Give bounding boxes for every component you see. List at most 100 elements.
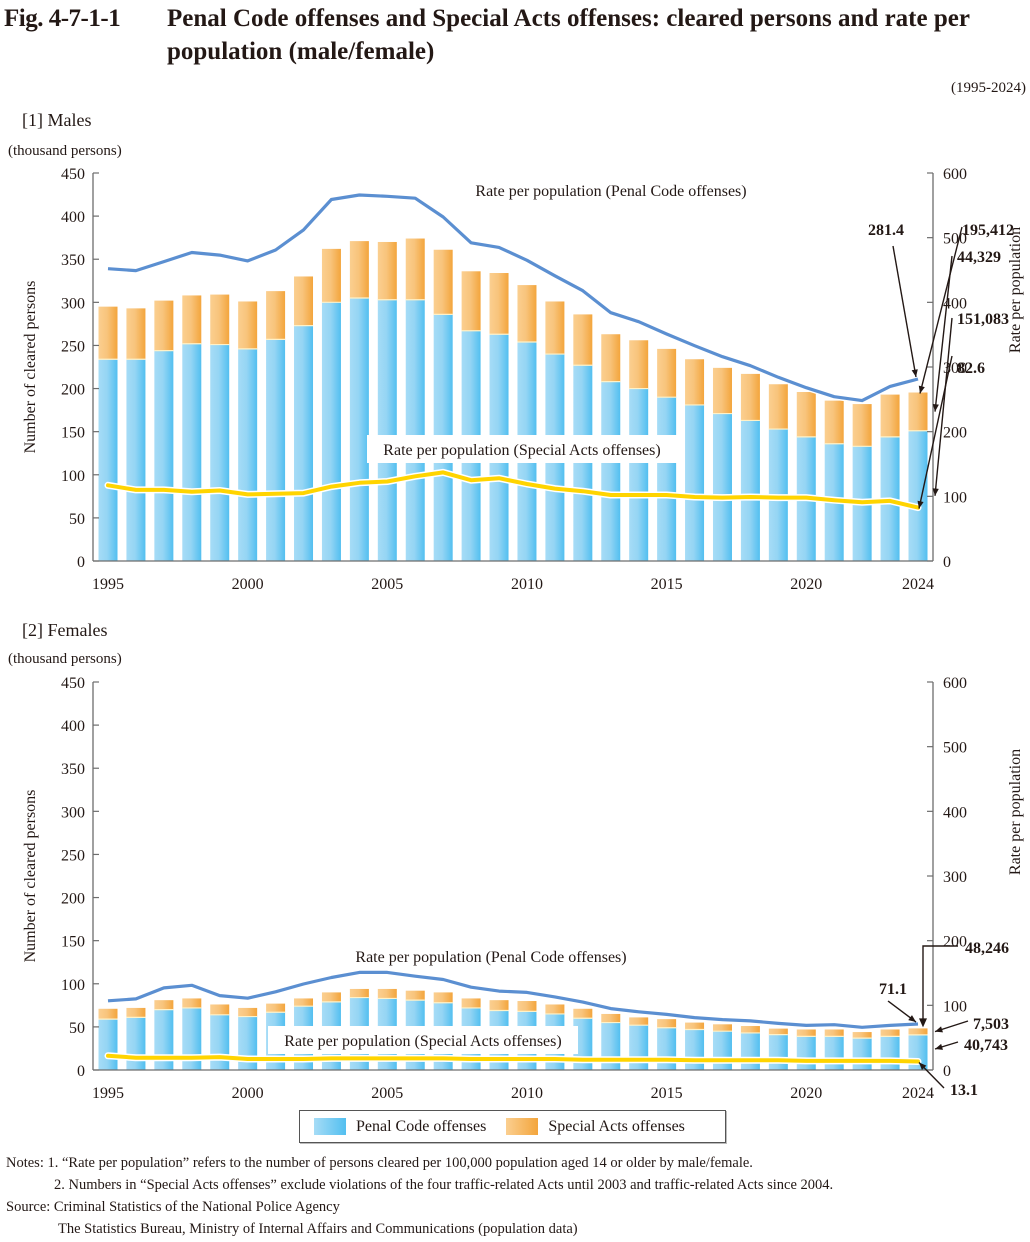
bar-penal-1998 — [182, 343, 202, 561]
arrow-total-head — [919, 1018, 927, 1028]
x-tick-label-2015: 2015 — [651, 1085, 683, 1102]
special-rate-line-label: Rate per population (Special Acts offens… — [284, 1033, 561, 1050]
x-tick-label-2015: 2015 — [651, 576, 683, 593]
left-tick-label-200: 200 — [61, 382, 85, 399]
bar-special-2019 — [768, 384, 788, 430]
left-tick-label-150: 150 — [61, 934, 85, 951]
left-tick-label-100: 100 — [61, 977, 85, 994]
bar-special-2012 — [573, 1008, 593, 1019]
penal-rate-line-halo — [107, 192, 919, 404]
bar-special-2004 — [349, 241, 369, 299]
penal-rate-line — [107, 193, 919, 403]
right-tick-label-500: 500 — [943, 740, 967, 757]
bar-penal-2013 — [601, 381, 621, 561]
bar-special-2000 — [238, 301, 258, 349]
x-tick-label-1995: 1995 — [92, 576, 124, 593]
bar-penal-2000 — [238, 348, 258, 561]
bar-special-1996 — [126, 1007, 146, 1018]
x-tick-label-2020: 2020 — [790, 576, 822, 593]
legend-label-special: Special Acts offenses — [548, 1117, 685, 1135]
arrow-total — [919, 226, 963, 394]
females-chart: Rate per population (Penal Code offenses… — [22, 675, 1024, 1102]
bar-special-2003 — [321, 248, 341, 303]
right-tick-label-100: 100 — [943, 998, 967, 1015]
legend-swatch-special — [506, 1118, 539, 1135]
bar-penal-1995 — [98, 359, 118, 561]
left-tick-label-50: 50 — [69, 511, 85, 528]
bar-special-2015 — [657, 1019, 677, 1028]
left-tick-label-0: 0 — [77, 554, 85, 571]
males-unit-label: (thousand persons) — [8, 143, 122, 159]
x-tick-label-1995: 1995 — [92, 1085, 124, 1102]
bar-penal-2018 — [740, 1032, 760, 1070]
special-rate-label-bg — [367, 435, 677, 463]
bar-special-2021 — [824, 1029, 844, 1037]
bar-special-1997 — [154, 300, 174, 351]
bar-special-2019 — [768, 1028, 788, 1035]
x-tick-label-2005: 2005 — [371, 576, 403, 593]
annotation-penal: 40,743 — [964, 1037, 1008, 1054]
arrow-special-rate-head — [919, 1062, 927, 1070]
bar-special-2007 — [433, 249, 453, 315]
annotation-special-rate: 13.1 — [950, 1082, 978, 1099]
bar-special-2016 — [685, 359, 705, 405]
arrow-special-rate-head — [917, 500, 924, 509]
bar-penal-2022 — [852, 1038, 872, 1070]
bar-special-2015 — [657, 348, 677, 398]
annotation-penal-rate: 71.1 — [879, 981, 907, 998]
bar-penal-2005 — [377, 299, 397, 561]
x-tick-label-2024: 2024 — [902, 1085, 934, 1102]
source-1: Source: Criminal Statistics of the Natio… — [6, 1199, 340, 1215]
bar-special-2008 — [461, 998, 481, 1008]
x-tick-label-2024: 2024 — [902, 576, 934, 593]
annotation-penal: 151,083 — [957, 311, 1009, 328]
bar-special-1996 — [126, 308, 146, 360]
bar-penal-2016 — [685, 1029, 705, 1070]
bar-special-2014 — [629, 340, 649, 389]
males-panel-label: [1] Males — [22, 110, 92, 130]
bar-special-1999 — [210, 1004, 230, 1015]
bar-penal-2021 — [824, 1036, 844, 1070]
y2-axis-title: Rate per population — [1007, 227, 1024, 353]
arrow-special-head — [935, 1026, 943, 1033]
bar-special-2001 — [266, 1003, 286, 1013]
bar-penal-1996 — [126, 1017, 146, 1070]
left-tick-label-150: 150 — [61, 425, 85, 442]
notes: Notes: 1. “Rate per population” refers t… — [6, 1152, 833, 1240]
annotation-total: 195,412 — [962, 222, 1014, 239]
bar-special-2002 — [294, 998, 314, 1007]
bar-penal-2018 — [740, 420, 760, 561]
bar-special-1997 — [154, 1000, 174, 1010]
left-tick-label-250: 250 — [61, 847, 85, 864]
y-axis-title: Number of cleared persons — [22, 281, 39, 454]
bar-penal-2015 — [657, 1027, 677, 1070]
annotation-total: 48,246 — [965, 940, 1009, 957]
females-panel-label: [2] Females — [22, 620, 108, 640]
bar-penal-2014 — [629, 1025, 649, 1070]
rate-points — [107, 972, 919, 1062]
arrow-penal-rate-head — [911, 369, 918, 378]
rate-points — [107, 194, 919, 508]
left-tick-label-0: 0 — [77, 1063, 85, 1080]
bar-special-2004 — [349, 988, 369, 998]
arrow-penal-rate-head — [908, 1015, 916, 1023]
right-tick-label-400: 400 — [943, 804, 967, 821]
bar-penal-1995 — [98, 1019, 118, 1070]
left-tick-label-250: 250 — [61, 338, 85, 355]
bar-special-2005 — [377, 988, 397, 999]
bar-special-2000 — [238, 1007, 258, 1017]
bar-special-2023 — [880, 1029, 900, 1037]
bar-penal-2015 — [657, 397, 677, 561]
arrow-penal — [934, 317, 953, 496]
left-tick-label-350: 350 — [61, 761, 85, 778]
bar-special-2006 — [405, 990, 425, 1001]
note-1: Notes: 1. “Rate per population” refers t… — [6, 1155, 753, 1171]
note-2: 2. Numbers in “Special Acts offenses” ex… — [54, 1177, 834, 1193]
bar-special-1999 — [210, 294, 230, 345]
x-tick-label-2000: 2000 — [232, 576, 264, 593]
bar-special-2001 — [266, 291, 286, 340]
bar-penal-1999 — [210, 344, 230, 561]
bar-penal-2004 — [349, 298, 369, 561]
females-unit-label: (thousand persons) — [8, 651, 122, 667]
penal-rate-line — [107, 970, 919, 1029]
